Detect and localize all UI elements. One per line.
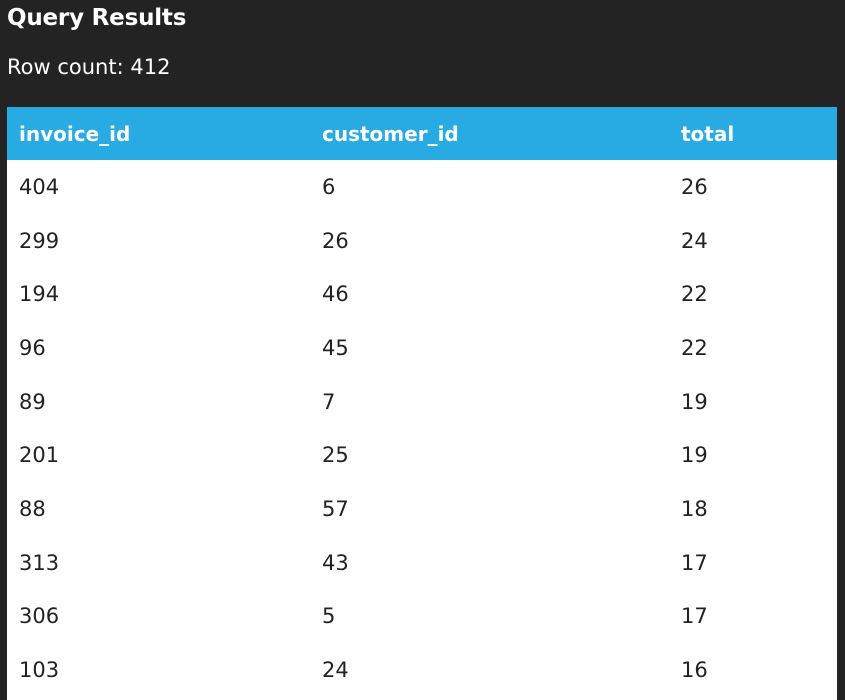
row-count-label: Row count: 412 (7, 55, 171, 79)
cell-invoice-id: 313 (19, 550, 60, 575)
table-row[interactable]: 299 26 24 (7, 214, 837, 268)
table-row[interactable]: 404 6 26 (7, 160, 837, 214)
cell-invoice-id: 96 (19, 335, 46, 360)
cell-customer-id: 57 (322, 496, 349, 521)
cell-invoice-id: 306 (19, 604, 60, 629)
table-row[interactable]: 201 25 19 (7, 428, 837, 482)
cell-invoice-id: 88 (19, 496, 46, 521)
cell-total: 17 (681, 550, 708, 575)
cell-total: 22 (681, 282, 708, 307)
table-row[interactable]: 88 57 18 (7, 482, 837, 536)
cell-total: 22 (681, 335, 708, 360)
table-row[interactable]: 103 24 16 (7, 643, 837, 697)
cell-customer-id: 45 (322, 335, 349, 360)
cell-total: 17 (681, 604, 708, 629)
cell-customer-id: 6 (322, 174, 336, 199)
cell-total: 16 (681, 658, 708, 683)
table-row[interactable]: 313 43 17 (7, 536, 837, 590)
cell-total: 24 (681, 228, 708, 253)
table-row[interactable]: 89 7 19 (7, 375, 837, 429)
column-header-invoice-id[interactable]: invoice_id (19, 121, 131, 146)
table-row[interactable]: 96 45 22 (7, 321, 837, 375)
cell-customer-id: 26 (322, 228, 349, 253)
cell-customer-id: 5 (322, 604, 336, 629)
results-table-container[interactable]: invoice_id customer_id total 404 6 26 29… (7, 107, 837, 700)
cell-customer-id: 46 (322, 282, 349, 307)
cell-customer-id: 43 (322, 550, 349, 575)
page-title: Query Results (7, 5, 187, 31)
cell-total: 26 (681, 174, 708, 199)
cell-customer-id: 7 (322, 389, 336, 414)
cell-invoice-id: 201 (19, 443, 60, 468)
column-header-total[interactable]: total (681, 121, 735, 146)
cell-invoice-id: 103 (19, 658, 60, 683)
table-header-row: invoice_id customer_id total (7, 107, 837, 160)
cell-invoice-id: 299 (19, 228, 60, 253)
table-row[interactable]: 306 5 17 (7, 590, 837, 644)
table-row[interactable]: 194 46 22 (7, 267, 837, 321)
results-table: invoice_id customer_id total 404 6 26 29… (7, 107, 837, 697)
cell-invoice-id: 194 (19, 282, 60, 307)
cell-customer-id: 25 (322, 443, 349, 468)
cell-total: 18 (681, 496, 708, 521)
cell-invoice-id: 89 (19, 389, 46, 414)
cell-total: 19 (681, 389, 708, 414)
cell-total: 19 (681, 443, 708, 468)
column-header-customer-id[interactable]: customer_id (322, 121, 459, 146)
cell-invoice-id: 404 (19, 174, 60, 199)
cell-customer-id: 24 (322, 658, 349, 683)
